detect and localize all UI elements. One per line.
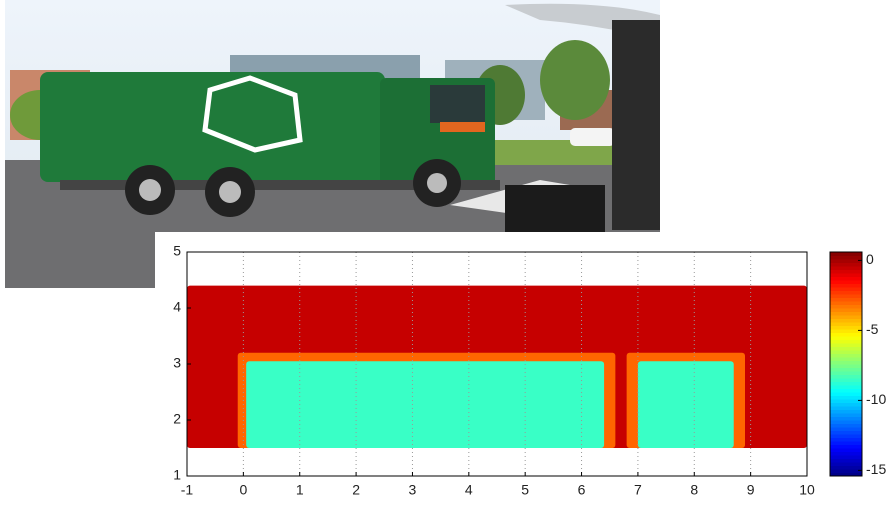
colorbar-step [830,389,862,393]
x-tick-label: 2 [352,482,360,498]
x-tick-label: 6 [578,482,586,498]
colorbar-step [830,368,862,372]
colorbar-step [830,259,862,263]
colorbar-step [830,326,862,330]
colorbar-step [830,312,862,316]
colorbar-step [830,280,862,284]
colorbar-step [830,424,862,428]
colorbar-step [830,350,862,354]
colorbar-step [830,364,862,368]
y-tick-label: 5 [173,243,181,259]
colorbar-step [830,417,862,421]
y-tick-label: 1 [173,467,181,483]
colorbar-step [830,319,862,323]
x-tick-label: 4 [465,482,473,498]
colorbar-step [830,403,862,407]
colorbar-step [830,357,862,361]
colorbar-step [830,287,862,291]
colorbar-step [830,266,862,270]
colorbar-step [830,448,862,452]
colorbar-step [830,385,862,389]
colorbar-step [830,427,862,431]
colorbar-step [830,336,862,340]
y-tick-label: 2 [173,411,181,427]
colorbar-step [830,466,862,470]
colorbar-step [830,392,862,396]
colorbar-tick-label: -10 [866,391,886,407]
colorbar-step [830,441,862,445]
colorbar-step [830,252,862,256]
colorbar-step [830,354,862,358]
colorbar-step [830,256,862,260]
colorbar-step [830,333,862,337]
x-tick-label: 7 [634,482,642,498]
colorbar-step [830,298,862,302]
colorbar-step [830,361,862,365]
colorbar-step [830,399,862,403]
y-tick-label: 4 [173,299,181,315]
colorbar-step [830,455,862,459]
y-tick-label: 3 [173,355,181,371]
colorbar-step [830,406,862,410]
colorbar-step [830,462,862,466]
colorbar-step [830,382,862,386]
colorbar-step [830,294,862,298]
x-tick-label: 3 [409,482,417,498]
x-tick-label: 8 [690,482,698,498]
colorbar-step [830,347,862,351]
colorbar-step [830,378,862,382]
heatmap-cell [638,361,734,448]
colorbar-step [830,413,862,417]
colorbar-step [830,438,862,442]
colorbar-step [830,322,862,326]
colorbar-step [830,273,862,277]
colorbar-step [830,452,862,456]
colorbar-step [830,410,862,414]
colorbar-step [830,459,862,463]
colorbar-step [830,277,862,281]
colorbar-step [830,315,862,319]
colorbar-step [830,469,862,473]
colorbar-step [830,371,862,375]
colorbar-tick-label: -5 [866,321,879,337]
colorbar-step [830,301,862,305]
colorbar-step [830,420,862,424]
colorbar-step [830,263,862,267]
colorbar-step [830,343,862,347]
colorbar-step [830,291,862,295]
colorbar-step [830,434,862,438]
colorbar-tick-label: -15 [866,461,886,477]
x-tick-label: 5 [521,482,529,498]
x-tick-label: 1 [296,482,304,498]
colorbar-step [830,329,862,333]
page: -1012345678910123450-5-10-15 [0,0,891,501]
colorbar-step [830,284,862,288]
x-tick-label: 0 [239,482,247,498]
colorbar-step [830,431,862,435]
colorbar-step [830,445,862,449]
colorbar-step [830,340,862,344]
colorbar-step [830,305,862,309]
colorbar-step [830,308,862,312]
colorbar-step [830,270,862,274]
colorbar-step [830,396,862,400]
colorbar-step [830,375,862,379]
colorbar-tick-label: 0 [866,251,874,267]
x-tick-label: 9 [747,482,755,498]
x-tick-label: 10 [799,482,815,498]
x-tick-label: -1 [181,482,194,498]
